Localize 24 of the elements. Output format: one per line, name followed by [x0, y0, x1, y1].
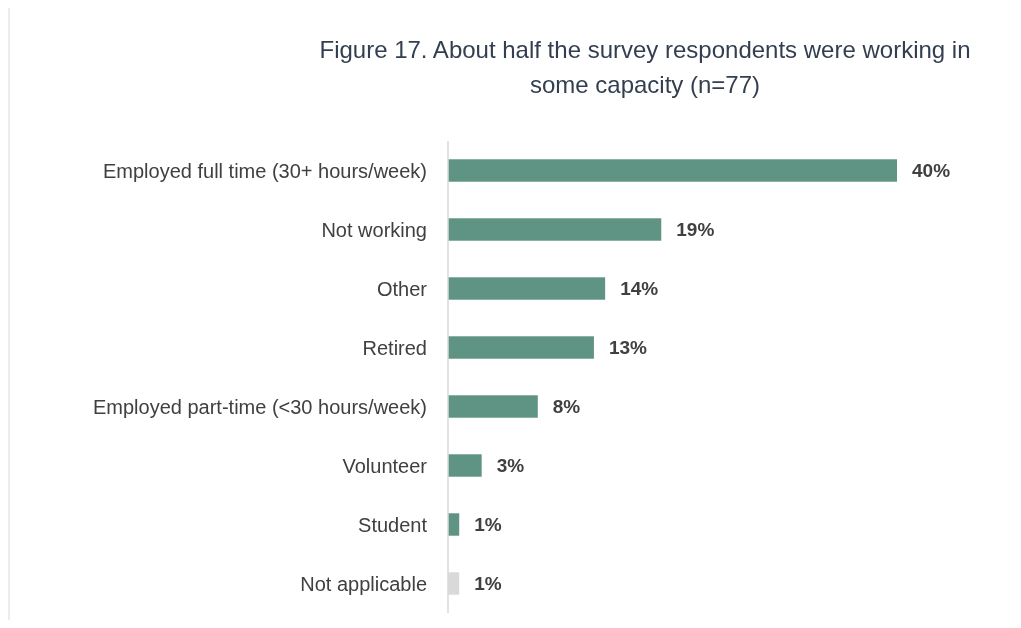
data-label: 13% [608, 337, 648, 359]
bar [448, 218, 662, 241]
bar [448, 513, 460, 536]
bar [448, 454, 482, 477]
data-label: 3% [496, 455, 525, 477]
y-tick-label: Not applicable [300, 572, 427, 595]
bar [448, 277, 606, 300]
data-label: 19% [676, 219, 715, 241]
data-label: 40% [912, 160, 951, 182]
y-tick-label: Employed full time (30+ hours/week) [102, 159, 427, 182]
chart-title: Figure 17. About half the survey respondents were working in some capacity (n=77) [319, 36, 971, 98]
data-label: 8% [552, 396, 581, 418]
bar [448, 159, 897, 182]
bar [448, 395, 538, 418]
y-tick-label: Retired [362, 336, 427, 359]
data-label: 1% [474, 573, 502, 595]
y-tick-label: Student [358, 513, 428, 536]
y-tick-label: Other [376, 277, 428, 300]
y-tick-label: Not working [321, 218, 427, 241]
y-tick-label: Employed part-time (<30 hours/week) [92, 395, 427, 418]
data-label: 14% [620, 278, 659, 300]
y-tick-label: Volunteer [342, 454, 428, 477]
data-label: 1% [474, 514, 502, 536]
bar [448, 336, 594, 359]
